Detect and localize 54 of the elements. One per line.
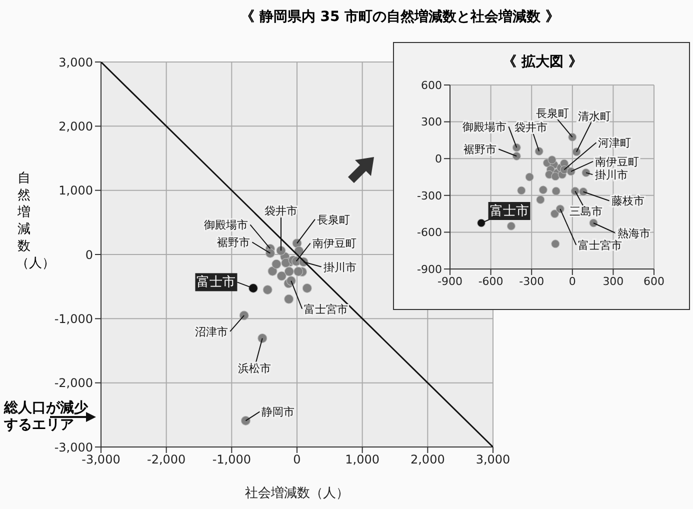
x-tick-label: 300 (602, 274, 624, 288)
x-tick-label: -1,000 (212, 452, 252, 467)
y-tick-label: 2,000 (58, 119, 93, 134)
annotation: 掛川市 (324, 260, 357, 274)
x-tick-label: -900 (438, 274, 462, 288)
annotation: 御殿場市 (204, 218, 248, 232)
y-tick-label: -3,000 (54, 440, 93, 454)
annotation: 長泉町 (317, 213, 350, 226)
y-tick-label: -300 (417, 189, 442, 202)
x-tick-label: -600 (478, 274, 504, 288)
x-tick-label: 3,000 (476, 452, 510, 467)
y-tick-label: -900 (417, 262, 442, 276)
annotation: 富士市 (490, 203, 529, 219)
annotation: 御殿場市 (462, 120, 507, 134)
annotation: 長泉町 (536, 107, 569, 120)
y-tick-label: -1,000 (54, 312, 93, 326)
y-axis-title: 自然増減数（人） (16, 170, 55, 272)
y-tick-label: -600 (417, 226, 442, 240)
x-tick-label: 1,000 (345, 452, 380, 467)
y-tick-label: 3,000 (58, 55, 93, 70)
annotation: 南伊豆町 (595, 155, 640, 168)
annotation: 河津町 (598, 136, 632, 150)
annotation: 浜松市 (238, 362, 271, 376)
x-tick-label: -2,000 (146, 452, 186, 467)
annotation: 袋井市 (514, 121, 548, 134)
annotation: 裾野市 (464, 143, 497, 156)
annotation: 富士市 (196, 274, 236, 290)
annotation: 富士宮市 (304, 302, 348, 316)
chart-title: 《 拡大図 》 (502, 53, 584, 71)
annotation: 袋井市 (264, 204, 298, 218)
x-tick-label: -300 (519, 274, 544, 288)
y-tick-label: 600 (421, 78, 442, 92)
y-tick-label: 1,000 (58, 184, 93, 198)
annotation: 裾野市 (217, 236, 250, 250)
x-tick-label: 0 (293, 452, 301, 467)
x-tick-label: -3,000 (82, 452, 120, 467)
y-tick-label: -2,000 (54, 376, 93, 390)
x-tick-label: 0 (568, 274, 576, 288)
annotation: 掛川市 (595, 168, 628, 182)
annotation: 清水町 (578, 110, 611, 123)
annotation: 静岡市 (262, 406, 295, 419)
annotation: 南伊豆町 (312, 237, 356, 250)
x-tick-label: 600 (644, 274, 664, 288)
text: 総人口が減少するエリア (4, 400, 90, 434)
annotation: 三島市 (570, 205, 603, 218)
y-tick-label: 300 (421, 116, 442, 129)
y-tick-label: 0 (435, 152, 442, 166)
annotation: 熱海市 (617, 227, 650, 240)
annotation: 藤枝市 (611, 194, 644, 208)
annotation: 沼津市 (195, 325, 228, 338)
chart-title: 《 静岡県内 35 市町の自然増減数と社会増減数 》 (240, 8, 560, 26)
y-tick-label: 0 (85, 248, 93, 262)
annotation: 富士宮市 (578, 238, 622, 252)
x-axis-title: 社会増減数（人） (245, 485, 349, 501)
